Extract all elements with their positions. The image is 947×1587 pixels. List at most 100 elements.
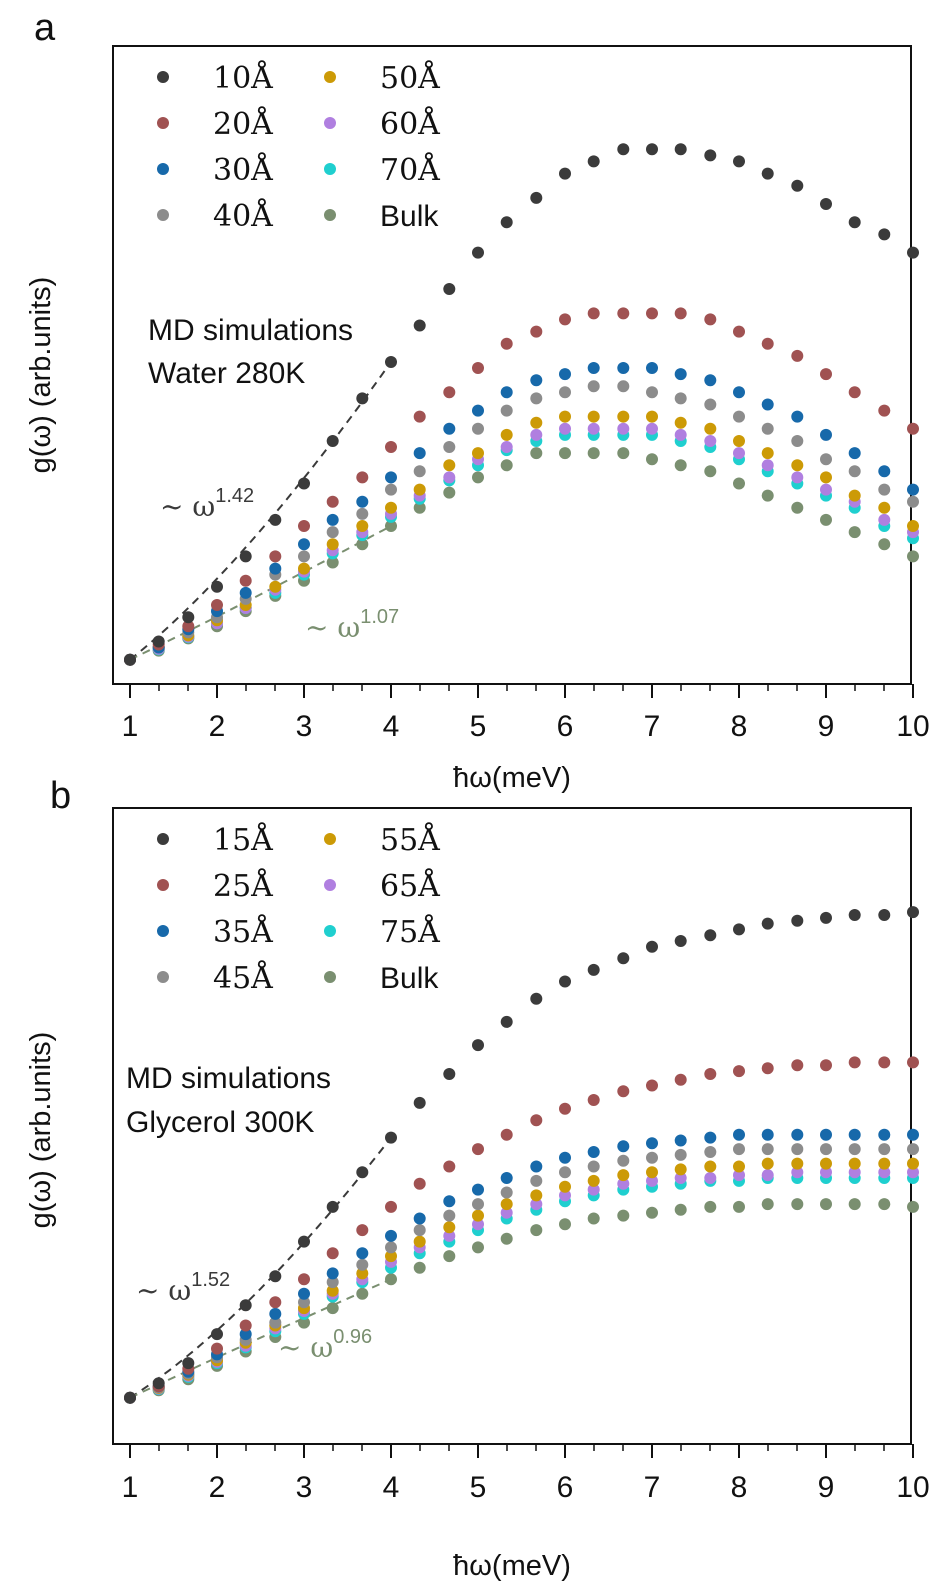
fit-text-steep-b: ~ ω [136, 1274, 191, 1307]
data-point [617, 380, 630, 393]
data-point [704, 465, 717, 478]
data-point [704, 929, 717, 942]
data-point [674, 368, 687, 381]
data-point [791, 1059, 804, 1072]
data-point [385, 1200, 397, 1213]
data-point [385, 1131, 397, 1144]
legend-label: 45Å [213, 960, 273, 996]
data-point [907, 483, 919, 496]
data-point [733, 435, 745, 447]
data-point [878, 404, 891, 417]
data-point [646, 1206, 658, 1219]
data-point [152, 1377, 165, 1390]
data-point [704, 1200, 717, 1213]
data-point [385, 441, 397, 453]
data-point [907, 550, 919, 563]
data-point [820, 513, 832, 526]
fit-lines-b [129, 1136, 392, 1399]
panel-b: b 1 2 3 4 5 6 7 8 9 10 15Å25Å35Å45Å55Å65Å75ÅBulk … [25, 775, 930, 1582]
x-tick-label: 4 [383, 1471, 400, 1504]
data-point [298, 562, 310, 575]
data-point [356, 392, 369, 405]
data-point [443, 1068, 456, 1080]
data-point [472, 1039, 484, 1052]
legend-marker [324, 971, 336, 983]
data-point [761, 1157, 774, 1170]
data-point [848, 1128, 861, 1141]
data-point [704, 1172, 717, 1184]
data-point [326, 1276, 339, 1289]
data-point [646, 386, 658, 399]
data-point [326, 513, 339, 526]
data-point [472, 362, 484, 374]
data-point [674, 428, 687, 441]
data-point [761, 422, 774, 435]
data-point [848, 447, 861, 460]
data-point [500, 1172, 513, 1184]
data-point [326, 1247, 339, 1260]
data-point [733, 1169, 745, 1182]
data-point [848, 1166, 861, 1179]
data-point [733, 477, 745, 490]
data-point [500, 1232, 513, 1245]
data-point [385, 1241, 397, 1254]
data-point [617, 410, 630, 423]
data-point [674, 1073, 687, 1086]
fit-text-bulk-a: ~ ω [305, 611, 360, 644]
data-point [907, 246, 919, 259]
data-point [559, 1189, 571, 1202]
data-point [443, 441, 456, 453]
data-point [907, 1143, 919, 1156]
data-point [820, 1157, 832, 1170]
data-point [472, 1218, 484, 1231]
data-point [472, 471, 484, 484]
fit-label-steep-a: ~ ω1.42 [160, 485, 254, 523]
data-point [820, 1198, 832, 1211]
data-point [674, 1134, 687, 1147]
data-point [385, 483, 397, 496]
data-point [530, 1189, 543, 1202]
data-point [239, 1299, 252, 1312]
x-tick-label: 8 [731, 710, 748, 743]
fit-lines-a [129, 361, 392, 661]
legend-marker [157, 879, 169, 891]
data-point [530, 191, 543, 204]
x-tick-label: 8 [731, 1471, 748, 1504]
fit-text-steep-a: ~ ω [160, 490, 215, 523]
data-point [617, 1140, 630, 1153]
data-point [587, 410, 600, 423]
legend-label: 65Å [380, 868, 440, 904]
data-point [385, 520, 397, 532]
data-point [182, 611, 195, 624]
data-point [413, 483, 426, 496]
data-point [298, 1287, 310, 1300]
data-point [848, 1198, 861, 1211]
data-point [500, 1015, 513, 1028]
data-point [733, 410, 745, 423]
data-point [559, 422, 571, 435]
x-tick-label: 6 [557, 1471, 574, 1504]
data-point [530, 392, 543, 405]
data-point [878, 483, 891, 496]
data-point [443, 1250, 456, 1263]
data-point [443, 1209, 456, 1222]
data-point [848, 386, 861, 399]
x-tick-label: 9 [818, 710, 835, 743]
data-point [356, 1267, 369, 1280]
data-point [530, 1174, 543, 1187]
data-point [820, 198, 832, 210]
annotation-line-2-a: Water 280K [148, 357, 305, 390]
data-point [413, 1096, 426, 1109]
data-point [674, 1148, 687, 1161]
data-point [646, 422, 658, 435]
data-point [733, 447, 745, 460]
data-point [704, 1068, 717, 1080]
data-point [530, 428, 543, 441]
data-point [674, 143, 687, 156]
data-point [617, 1177, 630, 1190]
data-point [413, 1212, 426, 1225]
data-point [298, 538, 310, 551]
data-point [356, 538, 369, 551]
data-point [326, 526, 339, 539]
data-point [704, 1131, 717, 1144]
